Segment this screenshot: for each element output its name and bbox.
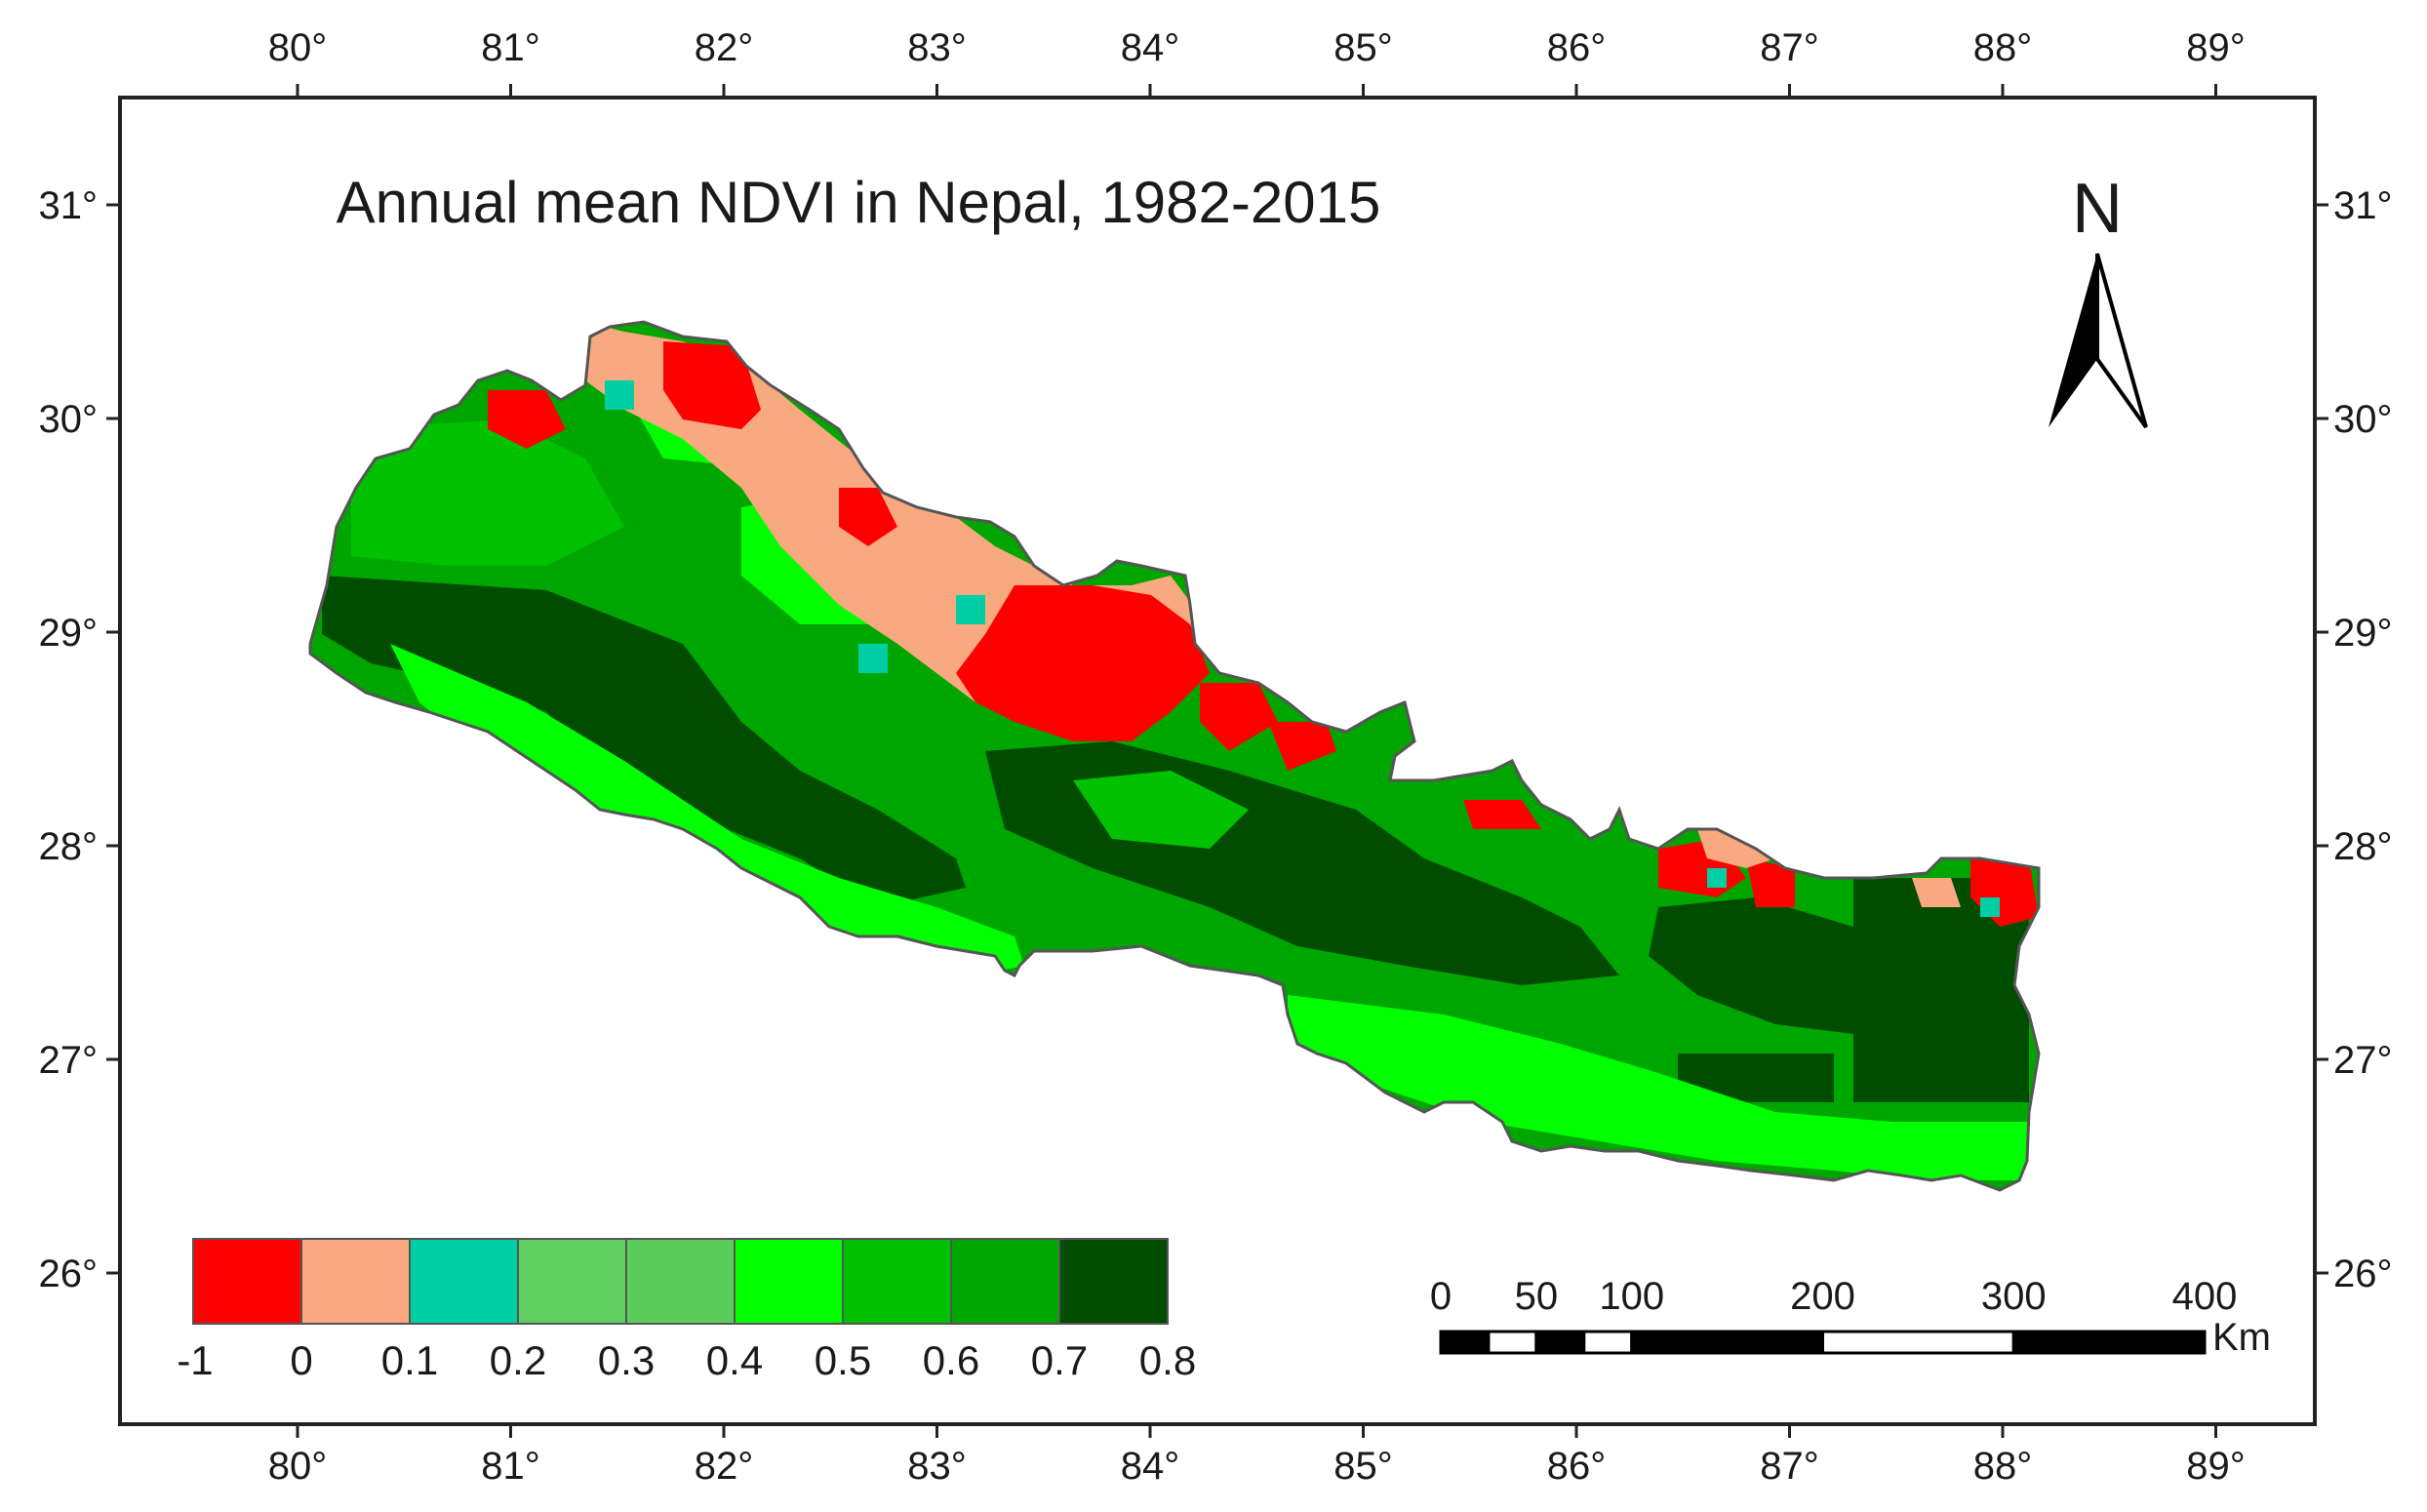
scale-segment [1439,1330,1491,1355]
legend-label: -1 [177,1337,213,1383]
legend-swatch [734,1238,844,1325]
legend-swatch [300,1238,411,1325]
legend-label: 0.7 [1031,1337,1088,1383]
ndvi-barren-patch-4 [1463,800,1541,829]
ndvi-turquoise-patch-4 [1707,868,1727,888]
scale-segment [1582,1330,1634,1355]
legend-label: 0.8 [1139,1337,1196,1383]
ndvi-barren-patch-3 [1268,722,1336,771]
ndvi-turquoise-patch-3 [858,644,888,673]
bottom-tick-label: 85° [1333,1445,1393,1488]
scale-label: 200 [1790,1275,1855,1318]
legend-label: 0.6 [923,1337,979,1383]
top-tick-label: 84° [1121,26,1180,69]
top-longitude-ticks: 80° 81° 82° 83° 84° 85° 86° 87° 88° 89° [268,26,2246,98]
north-arrow-left-half [2049,254,2097,427]
ndvi-dark-band-west [322,576,966,907]
ndvi-turquoise-patch-5 [1980,897,2000,917]
right-tick-label: 27° [2333,1039,2393,1082]
legend-swatch [625,1238,736,1325]
top-tick-label: 82° [695,26,754,69]
legend-label: 0.2 [490,1337,546,1383]
ndvi-legend: -1 0 0.1 0.2 0.3 0.4 0.5 0.6 0.7 0.8 [177,1238,1196,1383]
ndvi-barren-patch-8 [488,390,566,449]
ndvi-barren-region-north-central [956,585,1210,741]
legend-label: 0.1 [381,1337,438,1383]
bottom-tick-label: 81° [481,1445,540,1488]
north-arrow-label: N [2072,170,2123,248]
right-tick-label: 28° [2333,825,2393,868]
top-tick-label: 85° [1333,26,1393,69]
right-tick-label: 29° [2333,612,2393,655]
bottom-tick-label: 80° [268,1445,328,1488]
ndvi-turquoise-patch-1 [605,380,634,410]
scale-bar: 0 50 100 200 300 400 Km [1430,1275,2271,1359]
scale-segment [1534,1330,1586,1355]
legend-swatch [517,1238,627,1325]
bottom-tick-label: 89° [2186,1445,2246,1488]
ndvi-mid-region-central [1073,771,1249,849]
north-arrow-right-half [2095,253,2148,429]
ndvi-turquoise-patch-2 [956,595,985,624]
scale-segment [1630,1330,1824,1355]
bottom-tick-label: 82° [695,1445,754,1488]
legend-swatch [192,1238,302,1325]
ndvi-barren-patch-1 [839,488,897,546]
legend-swatch [950,1238,1060,1325]
top-tick-label: 89° [2186,26,2246,69]
ndvi-sparse-patch-far-east [1912,878,1961,907]
legend-swatch [1058,1238,1169,1325]
top-tick-label: 80° [268,26,328,69]
top-tick-label: 83° [907,26,967,69]
scale-segment [2011,1330,2207,1355]
scale-segment [1487,1330,1538,1355]
left-latitude-ticks: 31° 30° 29° 28° 27° 26° [39,184,120,1295]
bottom-tick-label: 88° [1973,1445,2033,1488]
scale-label: 50 [1515,1275,1559,1318]
ndvi-mid-region-west [351,419,624,566]
scale-label: 0 [1430,1275,1452,1318]
legend-label: 0.3 [598,1337,655,1383]
ndvi-bright-strip-west [390,644,1024,975]
legend-label: 0.4 [706,1337,763,1383]
scale-label: 400 [2172,1275,2238,1318]
left-tick-label: 31° [39,184,99,227]
top-tick-label: 86° [1547,26,1607,69]
bottom-longitude-ticks: 80° 81° 82° 83° 84° 85° 86° 87° 88° 89° [268,1424,2246,1488]
legend-label: 0.5 [815,1337,871,1383]
ndvi-barren-patch-2 [1200,683,1278,751]
scale-label: 300 [1981,1275,2047,1318]
bottom-tick-label: 84° [1121,1445,1180,1488]
bottom-tick-label: 83° [907,1445,967,1488]
nepal-boundary [308,320,2041,1192]
ndvi-barren-patch-6 [1746,858,1795,907]
right-tick-label: 31° [2333,184,2393,227]
north-arrow: N [2049,170,2148,429]
ndvi-bright-strip-south [1288,995,2029,1180]
left-tick-label: 26° [39,1253,99,1295]
top-tick-label: 81° [481,26,540,69]
right-latitude-ticks: 31° 30° 29° 28° 27° 26° [2315,184,2393,1295]
ndvi-barren-region-north-west [663,341,761,429]
map-title: Annual mean NDVI in Nepal, 1982-2015 [337,170,1381,235]
scale-label: 100 [1599,1275,1664,1318]
scale-segment [1821,1330,2015,1355]
left-tick-label: 29° [39,612,99,655]
top-tick-label: 88° [1973,26,2033,69]
top-tick-label: 87° [1760,26,1819,69]
left-tick-label: 28° [39,825,99,868]
bottom-tick-label: 87° [1760,1445,1819,1488]
left-tick-label: 30° [39,398,99,441]
right-tick-label: 26° [2333,1253,2393,1295]
bottom-tick-label: 86° [1547,1445,1607,1488]
scale-unit-label: Km [2212,1316,2271,1359]
legend-swatch [842,1238,952,1325]
right-tick-label: 30° [2333,398,2393,441]
left-tick-label: 27° [39,1039,99,1082]
legend-label: 0 [290,1337,312,1383]
legend-swatch [409,1238,519,1325]
